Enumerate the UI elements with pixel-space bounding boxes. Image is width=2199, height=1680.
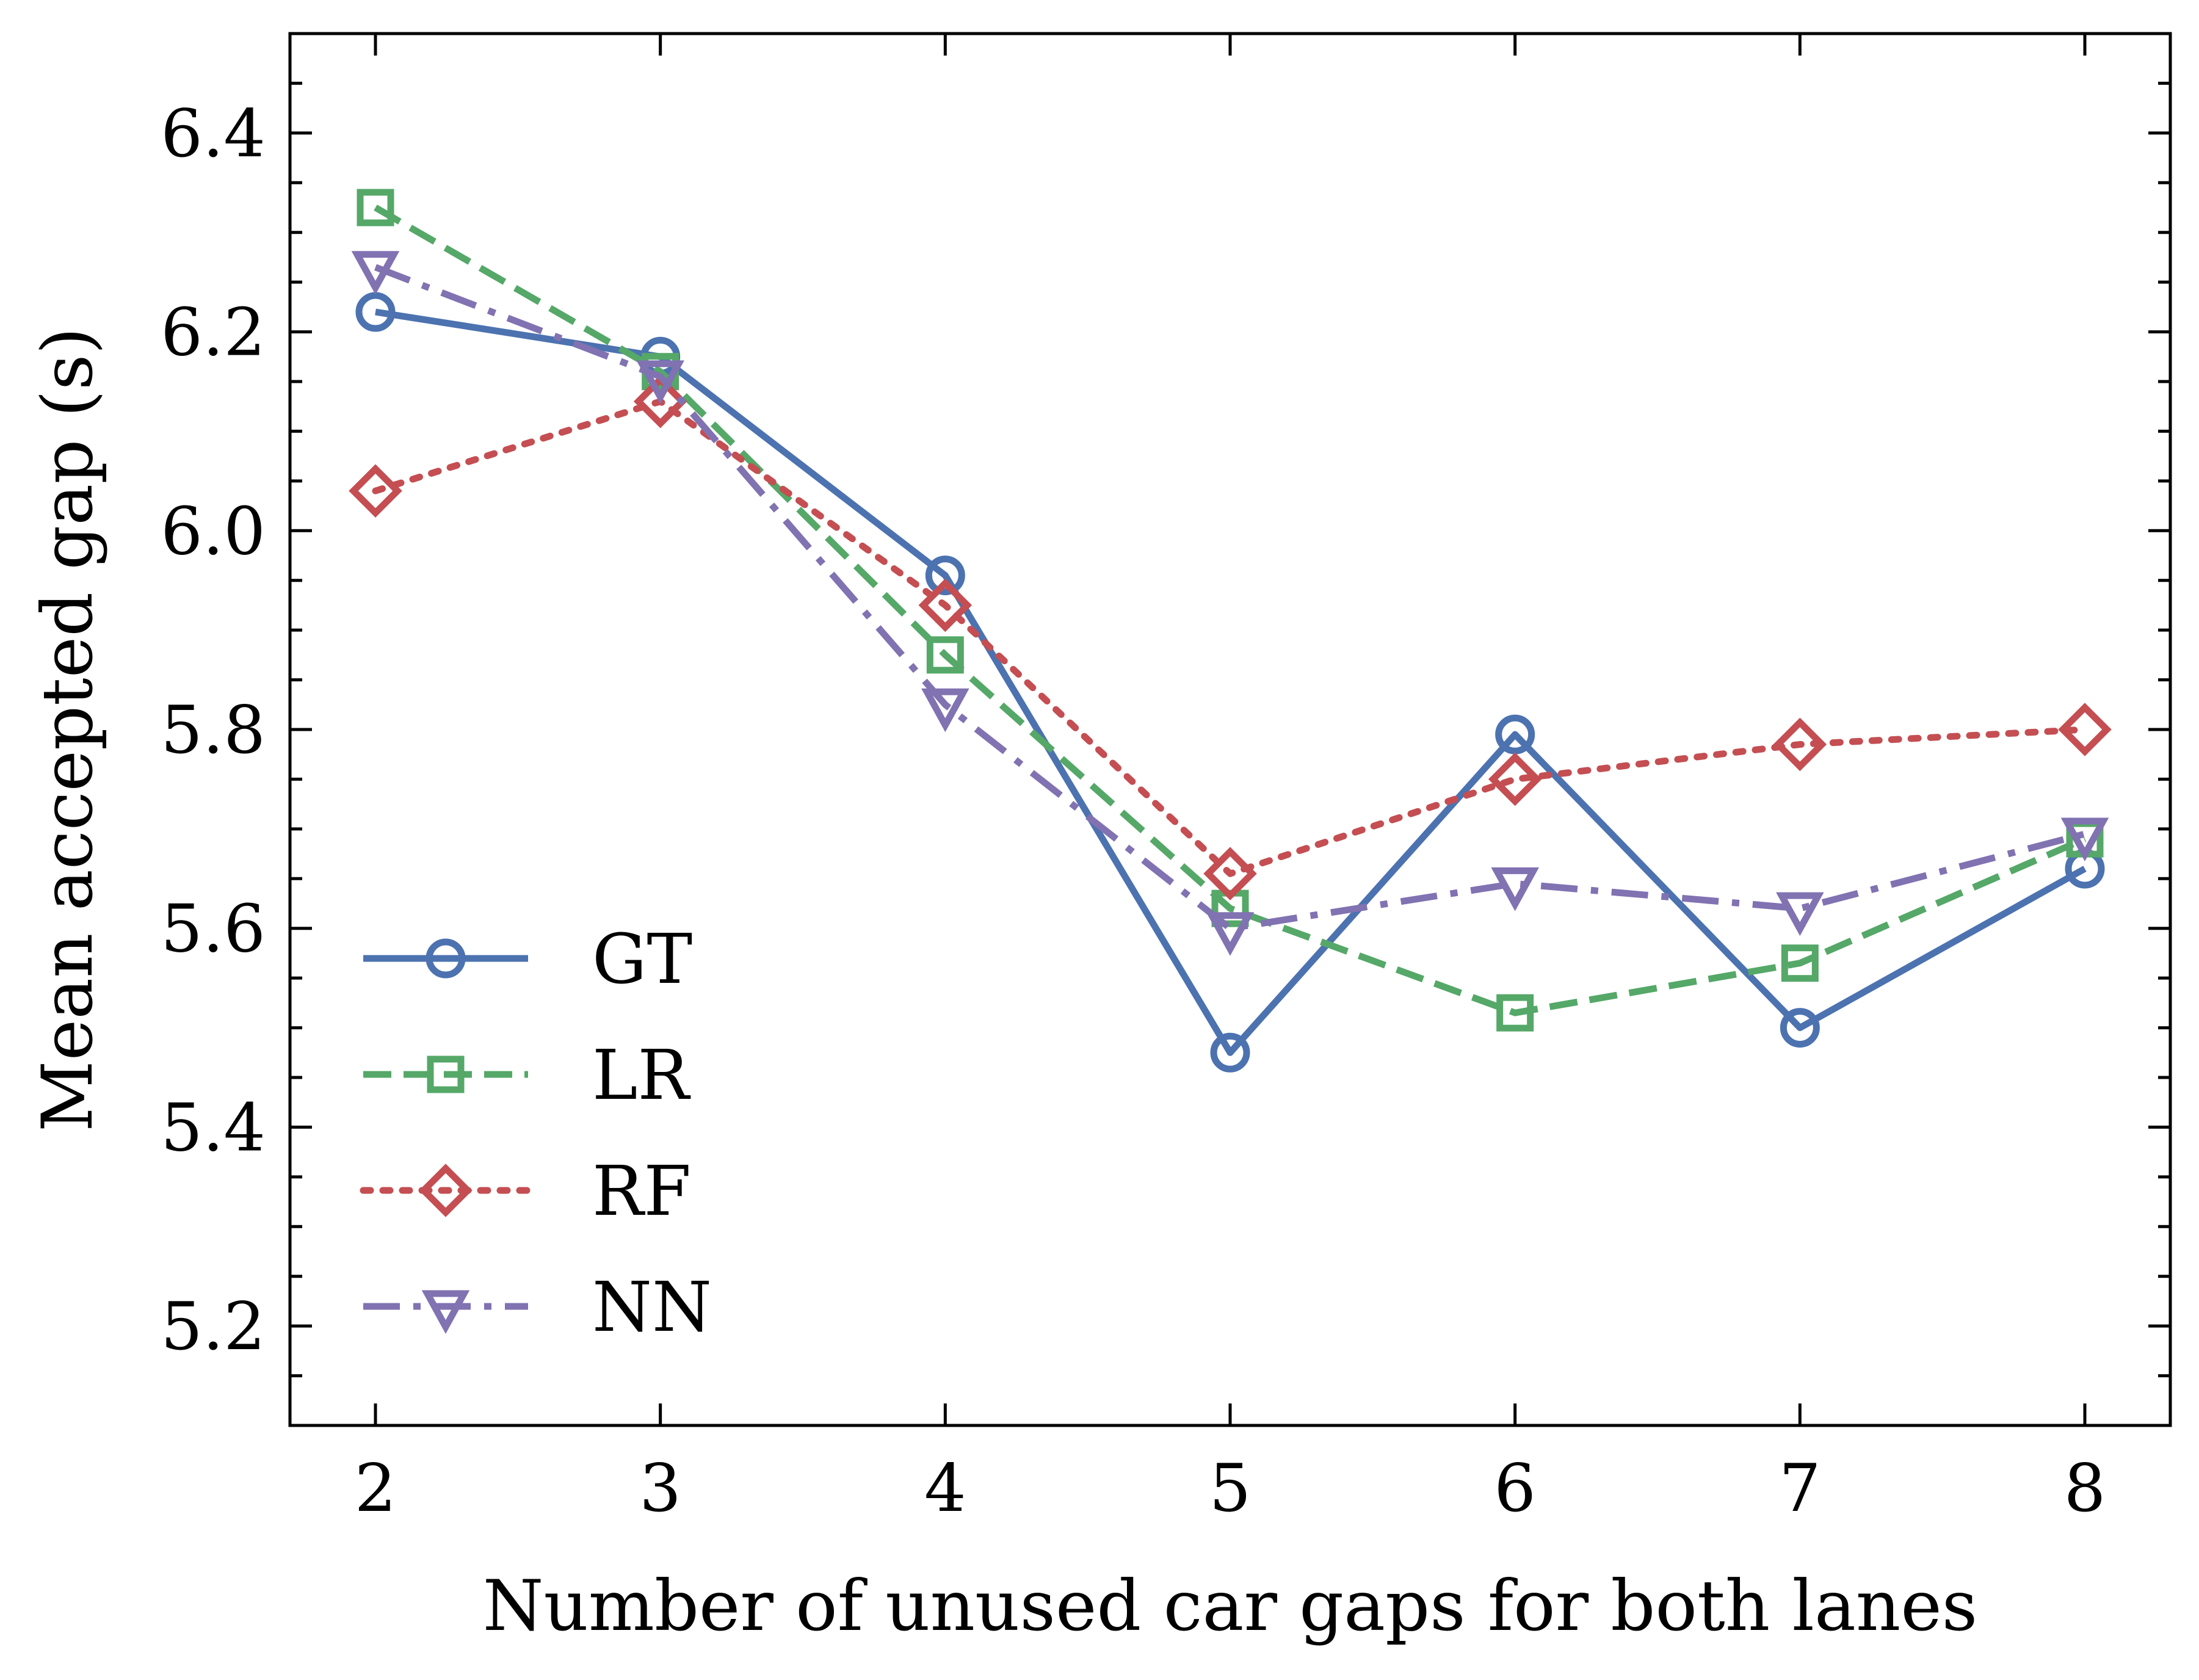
legend-entry-gt: GT [363, 920, 692, 999]
x-tick-label: 8 [2064, 1450, 2106, 1527]
data-point-rf-3 [633, 374, 687, 429]
series-line-rf [372, 398, 2089, 877]
y-tick-label: 5.6 [161, 891, 266, 968]
y-tick-label: 5.8 [161, 692, 266, 769]
data-point-lr-6 [1496, 994, 1534, 1032]
data-point-gt-5 [1210, 1032, 1250, 1073]
x-tick-label: 7 [1779, 1450, 1821, 1527]
data-point-rf-7 [1773, 717, 1827, 772]
legend-label-lr: LR [592, 1036, 691, 1115]
legend-marker-nn [421, 1290, 470, 1334]
x-tick-label: 6 [1494, 1450, 1536, 1527]
data-point-nn-7 [1776, 892, 1824, 936]
x-tick-label: 4 [924, 1450, 966, 1527]
data-point-nn-6 [1491, 867, 1539, 911]
legend: GT LR RF NN [360, 920, 712, 1347]
x-tick-label: 5 [1209, 1450, 1252, 1527]
legend-entry-rf: RF [360, 1152, 691, 1231]
x-tick-label: 3 [639, 1450, 681, 1527]
y-tick-label: 5.2 [161, 1289, 266, 1365]
data-point-rf-5 [1203, 847, 1257, 900]
axes: 2 3 4 5 6 7 8 5.2 5.4 5.6 5.8 6.0 6.2 6.4 Number of un… [27, 32, 2172, 1646]
data-point-gt-2 [355, 292, 396, 332]
legend-entry-nn: NN [363, 1268, 712, 1347]
series-line-nn [374, 264, 2086, 932]
y-tick-label: 5.4 [161, 1090, 266, 1166]
data-point-gt-4 [925, 556, 965, 596]
series-nn [351, 251, 2109, 956]
legend-marker-gt [426, 938, 466, 979]
data-point-lr-7 [1781, 944, 1819, 982]
legend-marker-rf [419, 1164, 473, 1217]
legend-label-nn: NN [592, 1268, 712, 1347]
data-point-rf-2 [349, 464, 402, 518]
data-point-rf-6 [1488, 752, 1542, 806]
data-point-lr-2 [357, 189, 394, 226]
data-point-nn-3 [636, 360, 684, 404]
data-point-lr-4 [926, 636, 964, 674]
series-line-lr [374, 205, 2087, 1016]
data-point-rf-8 [2058, 703, 2112, 756]
data-point-rf-4 [918, 578, 973, 632]
legend-label-gt: GT [592, 920, 692, 999]
data-point-nn-5 [1206, 912, 1255, 956]
legend-marker-lr [427, 1055, 465, 1093]
legend-label-rf: RF [592, 1152, 691, 1231]
x-axis-label: Number of unused car gaps for both lanes [483, 1565, 1978, 1646]
data-point-gt-7 [1780, 1008, 1820, 1048]
series-rf [349, 374, 2112, 900]
series-lr [357, 189, 2104, 1032]
y-axis-label: Mean accepted gap (s) [27, 327, 108, 1132]
data-point-gt-6 [1495, 714, 1535, 755]
y-tick-label: 6.0 [161, 493, 266, 570]
plot-frame [288, 32, 2172, 1427]
legend-entry-lr: LR [363, 1036, 691, 1115]
y-tick-label: 6.4 [161, 96, 266, 172]
series-group [349, 189, 2112, 1073]
y-tick-label: 6.2 [161, 295, 266, 371]
x-tick-label: 2 [355, 1450, 397, 1527]
data-point-nn-8 [2060, 817, 2109, 862]
data-point-nn-4 [921, 688, 969, 733]
data-point-nn-2 [351, 251, 400, 295]
